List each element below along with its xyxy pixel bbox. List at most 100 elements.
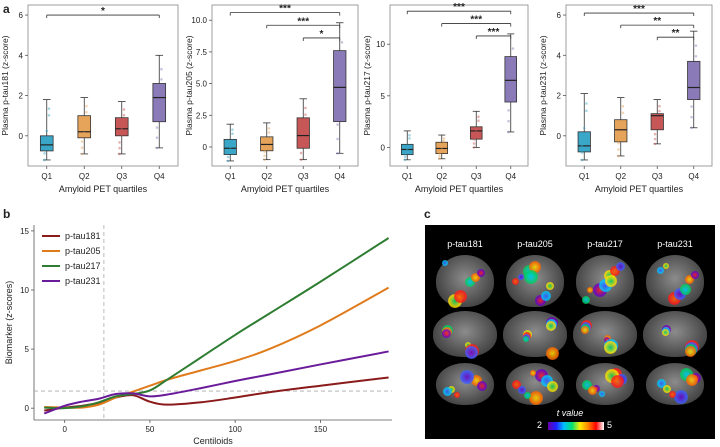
brain-slice [646, 363, 704, 405]
b-x-tick-label: 150 [314, 425, 328, 434]
activation-blob [662, 329, 669, 336]
data-point [692, 90, 696, 94]
activation-blob [657, 379, 666, 388]
activation-blob [454, 392, 460, 398]
data-point [585, 109, 588, 113]
y-tick-label: 10 [376, 40, 385, 49]
significance-stars: ** [653, 16, 661, 27]
x-tick-label: Q3 [652, 172, 663, 181]
brain-slice [506, 255, 564, 307]
activation-blob [518, 386, 526, 394]
data-point [580, 158, 584, 162]
y-axis-label: Plasma p-tau205 (z-score) [184, 35, 194, 135]
data-point [582, 134, 586, 137]
data-point [336, 137, 339, 141]
data-point [299, 144, 303, 148]
data-point [621, 111, 625, 115]
data-point [653, 132, 657, 136]
brain-slice [503, 311, 567, 360]
x-tick-label: Q3 [116, 172, 127, 181]
y-tick-label: 2.5 [196, 111, 208, 120]
data-point [509, 83, 513, 87]
b-x-axis-label: Centiloids [193, 436, 233, 446]
y-axis-label: Plasma p-tau217 (z-score) [362, 35, 372, 135]
data-point [265, 144, 269, 148]
b-y-tick-label: 10 [20, 286, 29, 295]
activation-blob [477, 269, 485, 277]
significance-stars: *** [453, 2, 465, 13]
data-point [507, 109, 510, 112]
data-point [438, 157, 441, 161]
activation-blob [512, 380, 521, 389]
data-point [231, 132, 234, 136]
y-tick-label: 4 [19, 51, 24, 60]
data-point [340, 41, 344, 44]
x-tick-label: Q2 [261, 172, 272, 181]
data-point [299, 158, 303, 161]
colorbar-min: 2 [537, 420, 543, 430]
data-point [155, 136, 159, 140]
y-tick-label: 4 [557, 51, 562, 60]
data-point [617, 154, 620, 158]
col-header-p-tau217: p-tau217 [587, 239, 623, 249]
data-point [226, 159, 230, 163]
activation-blob [604, 341, 617, 354]
data-point [231, 128, 234, 131]
x-tick-label: Q2 [436, 172, 447, 181]
data-point [507, 130, 510, 134]
data-point [82, 131, 86, 135]
y-tick-label: 7.5 [196, 48, 208, 57]
data-point [585, 102, 588, 105]
x-tick-label: Q1 [579, 172, 590, 181]
data-point [336, 123, 339, 126]
data-point [82, 125, 86, 129]
activation-blob [465, 277, 475, 287]
data-point [267, 131, 271, 134]
activation-blob [685, 275, 694, 284]
data-point [403, 158, 407, 162]
box-Q2 [260, 136, 274, 152]
activation-blob [663, 385, 671, 393]
x-axis-label: Amyloid PET quartiles [59, 184, 148, 194]
x-axis-label: Amyloid PET quartiles [595, 184, 684, 194]
colorbar-max: 5 [607, 420, 613, 430]
x-tick-label: Q1 [41, 172, 52, 181]
col-header-p-tau181: p-tau181 [447, 239, 483, 249]
panel-c-brain-maps: p-tau181 p-tau205 p-tau217 p-tau231 t va… [425, 225, 715, 439]
data-point [226, 155, 230, 159]
data-point [658, 104, 661, 108]
brain-slice [433, 311, 497, 359]
data-point [122, 108, 126, 111]
box-Q3 [296, 117, 310, 149]
activation-blob [605, 275, 617, 287]
data-point [120, 133, 124, 136]
activation-blob [512, 278, 519, 285]
data-point [80, 152, 84, 156]
data-point [694, 44, 698, 47]
data-point [47, 107, 51, 110]
data-point [265, 140, 269, 144]
data-point [580, 151, 584, 154]
brain-slice [436, 255, 494, 308]
data-point [157, 102, 161, 105]
activation-blob [524, 392, 531, 399]
activation-blob [465, 346, 478, 359]
significance-stars: ** [672, 28, 680, 39]
activation-blob [546, 321, 556, 331]
data-point [655, 126, 659, 129]
data-point [582, 126, 586, 130]
data-point [118, 146, 121, 150]
activation-blob [588, 386, 597, 395]
data-point [157, 112, 161, 115]
data-point [228, 146, 232, 149]
x-tick-label: Q4 [154, 172, 165, 181]
data-point [47, 113, 51, 117]
b-y-tick-label: 0 [25, 404, 30, 413]
x-tick-label: Q4 [688, 172, 699, 181]
y-tick-label: 5.0 [196, 80, 208, 89]
activation-blob [535, 295, 546, 306]
b-y-tick-label: 5 [25, 345, 30, 354]
significance-stars: *** [297, 16, 309, 27]
data-point [474, 128, 478, 132]
